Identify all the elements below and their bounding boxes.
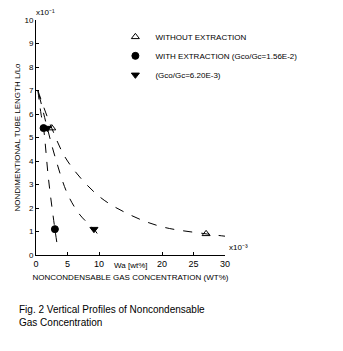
svg-text:0: 0	[33, 259, 38, 269]
svg-text:(Gco/Gc=6.20E-3): (Gco/Gc=6.20E-3)	[155, 71, 220, 80]
svg-text:WITH EXTRACTION (Gco/Gc=1.56E-: WITH EXTRACTION (Gco/Gc=1.56E-2)	[155, 52, 297, 61]
svg-text:x10⁻³: x10⁻³	[229, 243, 248, 252]
svg-text:5: 5	[65, 259, 70, 269]
svg-text:WITHOUT EXTRACTION: WITHOUT EXTRACTION	[155, 33, 246, 42]
svg-text:1: 1	[29, 227, 34, 236]
svg-text:30: 30	[220, 259, 230, 269]
svg-text:4: 4	[29, 157, 34, 166]
svg-text:x10⁻¹: x10⁻¹	[36, 8, 55, 17]
svg-text:6: 6	[29, 110, 34, 119]
svg-text:0: 0	[29, 251, 34, 260]
svg-text:20: 20	[157, 259, 167, 269]
svg-text:10: 10	[94, 259, 104, 269]
svg-text:9: 9	[29, 39, 34, 48]
svg-text:NONCONDENSABLE GAS CONCENTRATI: NONCONDENSABLE GAS CONCENTRATION (WT%)	[33, 273, 229, 282]
svg-text:Fig. 2 Vertical Profiles of No: Fig. 2 Vertical Profiles of Noncondensab…	[19, 304, 205, 328]
svg-text:2: 2	[29, 204, 34, 213]
svg-text:25: 25	[188, 259, 198, 269]
svg-text:8: 8	[29, 63, 34, 72]
svg-text:Wa [wt%]: Wa [wt%]	[114, 261, 147, 270]
svg-text:NONDIMENTIONAL TUBE LENGTH L/L: NONDIMENTIONAL TUBE LENGTH L/Lo	[13, 63, 22, 212]
svg-text:3: 3	[29, 180, 34, 189]
svg-text:7: 7	[29, 86, 34, 95]
svg-text:5: 5	[29, 133, 34, 142]
svg-text:10: 10	[24, 16, 33, 25]
